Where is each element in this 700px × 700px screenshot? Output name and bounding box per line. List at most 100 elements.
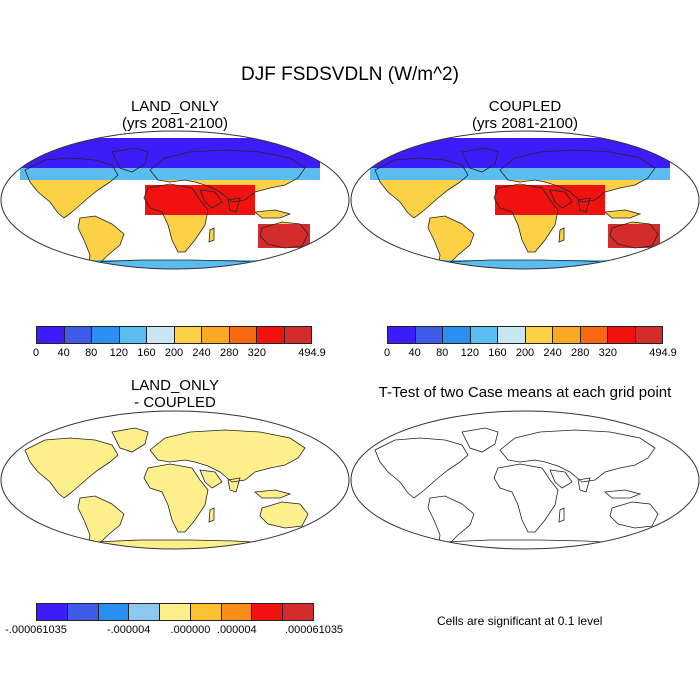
difference-speckle [227,499,230,502]
difference-speckle [240,508,242,510]
colorbar-coupled-swatch [470,327,498,343]
difference-speckle [153,438,156,441]
colorbar-coupled-label: 40 [408,347,421,359]
difference-speckle [53,436,55,439]
difference-title-line1: LAND_ONLY [130,377,220,394]
difference-speckle [239,494,241,496]
difference-speckle [120,465,123,468]
colorbar-coupled-swatch [553,327,581,343]
land-only-mid-lat-band [20,168,320,180]
colorbar-land-only-label: 40 [57,347,70,359]
difference-speckle [155,516,158,518]
difference-speckle [123,463,125,466]
colorbar-land-only-label: 80 [85,347,98,359]
difference-speckle [79,435,81,437]
colorbar-land-only-swatch [229,327,257,343]
difference-speckle [51,517,54,520]
colorbar-coupled-label: 80 [436,347,449,359]
difference-speckle [156,439,158,441]
coupled-title: COUPLED (yrs 2081-2100) [425,98,625,132]
land-only-title: LAND_ONLY (yrs 2081-2100) [75,98,275,132]
colorbar-difference-swatch [283,604,314,620]
difference-speckle [251,500,253,503]
difference-speckle [302,485,304,487]
ttest-map [350,410,700,550]
colorbar-difference-swatch [37,604,68,620]
colorbar-difference [36,603,314,621]
difference-speckle [194,526,197,528]
difference-speckle [124,523,127,525]
difference-speckle [242,495,244,497]
colorbar-difference-labels: -.000061035 -.000004 .000000 .000004 .000061… [5,624,343,638]
difference-speckle [66,500,69,503]
difference-speckle [107,488,109,491]
difference-speckle [230,493,233,496]
colorbar-coupled-swatch [498,327,526,343]
difference-speckle [63,519,66,522]
colorbar-coupled-swatch [635,327,662,343]
difference-speckle [152,513,155,516]
difference-speckle [299,490,301,493]
difference-speckle [142,480,145,483]
difference-speckle [52,432,55,434]
difference-speckle [77,433,79,436]
difference-speckle [270,526,272,529]
colorbar-land-only-label: 280 [220,347,239,359]
colorbar-land-only-label: 320 [247,347,266,359]
colorbar-coupled-swatch [580,327,608,343]
coupled-map [350,130,700,270]
land-only-australia-band [258,224,310,248]
colorbar-land-only-swatch [37,327,65,343]
colorbar-land-only-swatch [119,327,147,343]
land-only-title-line2: (yrs 2081-2100) [122,115,228,132]
colorbar-land-only-swatch [257,327,285,343]
difference-speckle [143,452,145,454]
difference-speckle [86,482,88,485]
ttest-title: T-Test of two Case means at each grid po… [378,384,672,401]
colorbar-coupled-swatch [388,327,416,343]
difference-speckle [153,437,155,440]
difference-title-line2: - COUPLED [134,394,216,411]
difference-title: LAND_ONLY - COUPLED [75,377,275,411]
land-only-title-line1: LAND_ONLY [130,98,220,115]
difference-speckle [297,462,299,464]
difference-speckle [105,465,107,468]
colorbar-land-only-swatch [202,327,230,343]
coupled-title-line1: COUPLED [488,98,562,115]
colorbar-coupled-swatch [608,327,636,343]
difference-speckle [65,509,67,511]
colorbar-coupled-label: 494.9 [649,347,677,359]
difference-speckle [51,518,54,520]
colorbar-coupled-swatch [443,327,471,343]
difference-speckle [298,481,301,483]
difference-speckle [126,453,129,455]
difference-speckle [158,526,160,529]
colorbar-difference-label: .000061035 [284,624,344,636]
difference-speckle [65,502,68,505]
difference-speckle [32,505,34,508]
colorbar-coupled-label: 200 [515,347,535,359]
colorbar-coupled-label: 240 [543,347,562,359]
colorbar-land-only-labels: 0 40 80 120 160 200 240 280 320 494.9 [33,347,326,361]
difference-speckle [38,490,40,492]
coupled-title-line2: (yrs 2081-2100) [472,115,578,132]
difference-speckle [283,497,286,500]
colorbar-difference-label: -.000061035 [5,624,67,636]
difference-speckle [137,524,139,527]
difference-speckle [157,517,160,519]
colorbar-difference-label: .000000 [170,624,211,636]
colorbar-land-only-swatch [64,327,92,343]
difference-speckle [46,504,49,506]
colorbar-land-only-swatch [174,327,202,343]
difference-speckle [222,503,224,506]
land-only-antarctic-band [60,260,300,269]
colorbar-coupled [387,326,663,344]
ttest-note: Cells are significant at 0.1 level [437,614,603,628]
colorbar-coupled-swatch [415,327,443,343]
difference-speckle [81,495,83,498]
land-only-high-lat-band [20,138,320,170]
figure-title: DJF FSDSVDLN (W/m^2) [241,64,459,85]
difference-speckle [67,502,70,504]
difference-speckle [207,512,210,515]
difference-speckle [160,529,163,531]
